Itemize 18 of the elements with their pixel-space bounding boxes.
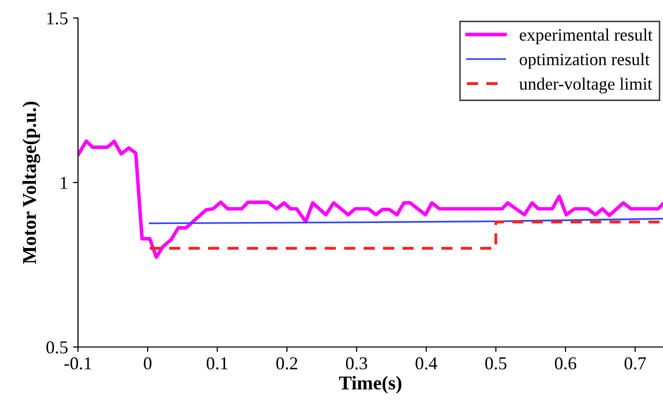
x-tick-label: 0	[144, 357, 152, 370]
y-tick-label: 1	[60, 176, 68, 189]
x-axis-title: Time(s)	[339, 376, 402, 394]
x-tick-label: 0.6	[554, 357, 576, 370]
line-series	[78, 139, 663, 259]
legend-label: optimization result	[520, 53, 650, 69]
y-axis-title: Motor Voltage(p.u.)	[22, 102, 40, 264]
legend-label: experimental result	[520, 28, 652, 44]
legend-label: under-voltage limit	[519, 78, 652, 94]
x-tick-label: -0.1	[64, 357, 92, 370]
x-tick-label: 0.3	[346, 357, 368, 370]
x-tick-label: 0.2	[276, 357, 298, 370]
y-tick-label: 0.5	[46, 341, 68, 354]
x-tick-label: 0.7	[624, 357, 646, 370]
x-tick-label: 0.4	[416, 357, 438, 370]
x-tick-label: 0.5	[485, 357, 506, 370]
x-tick-label: 0.1	[206, 357, 228, 370]
y-tick-label: 1.5	[47, 12, 68, 25]
